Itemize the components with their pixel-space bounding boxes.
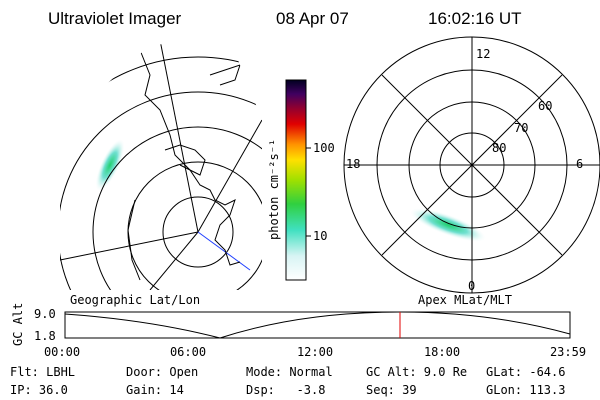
time-label: 18:00 [424, 345, 460, 359]
map-label: Geographic Lat/Lon [70, 293, 200, 307]
lat-label: 80 [492, 141, 506, 155]
hour-label: 18 [346, 157, 360, 171]
hour-label: 6 [576, 157, 583, 171]
info-panel: Flt: LBHL Door: Open Mode: Normal GC Alt: 9… [10, 365, 565, 397]
info-field: Seq: 39 [366, 383, 417, 397]
hour-label: 0 [468, 279, 475, 293]
time-label: 12:00 [297, 345, 333, 359]
lat-label: 60 [538, 99, 552, 113]
info-field: GC Alt: 9.0 Re [366, 365, 467, 379]
colorbar-tick: 100 [313, 141, 335, 155]
colorbar [285, 79, 307, 281]
lat-label: 70 [514, 121, 528, 135]
info-field: GLon: 113.3 [486, 383, 565, 397]
altitude-label: 9.0 [34, 307, 56, 321]
altitude-panel [64, 311, 571, 339]
info-field: Door: Open [126, 365, 198, 379]
time-label: 23:59 [550, 345, 586, 359]
time-label: 06:00 [170, 345, 206, 359]
time-label: 00:00 [44, 345, 80, 359]
polar-plot [343, 36, 600, 294]
date: 08 Apr 07 [276, 9, 349, 28]
info-field: Flt: LBHL [10, 365, 75, 379]
colorbar-label: photon cm⁻²s⁻¹ [267, 139, 281, 240]
info-field: Gain: 14 [126, 383, 184, 397]
info-field: GLat: -64.6 [486, 365, 565, 379]
polar-label: Apex MLat/MLT [418, 293, 512, 307]
colorbar-tick: 10 [313, 229, 327, 243]
altitude-label: 1.8 [34, 329, 56, 343]
instrument: Ultraviolet Imager [48, 9, 182, 28]
info-field: IP: 36.0 [10, 383, 68, 397]
altitude-curve [64, 311, 571, 339]
info-field: Dsp: -3.8 [246, 383, 325, 397]
info-field: Mode: Normal [246, 365, 333, 379]
altitude-axis-label: GC Alt [11, 303, 25, 346]
time: 16:02:16 UT [428, 9, 522, 28]
geographic-map [60, 40, 262, 290]
hour-label: 12 [476, 47, 490, 61]
